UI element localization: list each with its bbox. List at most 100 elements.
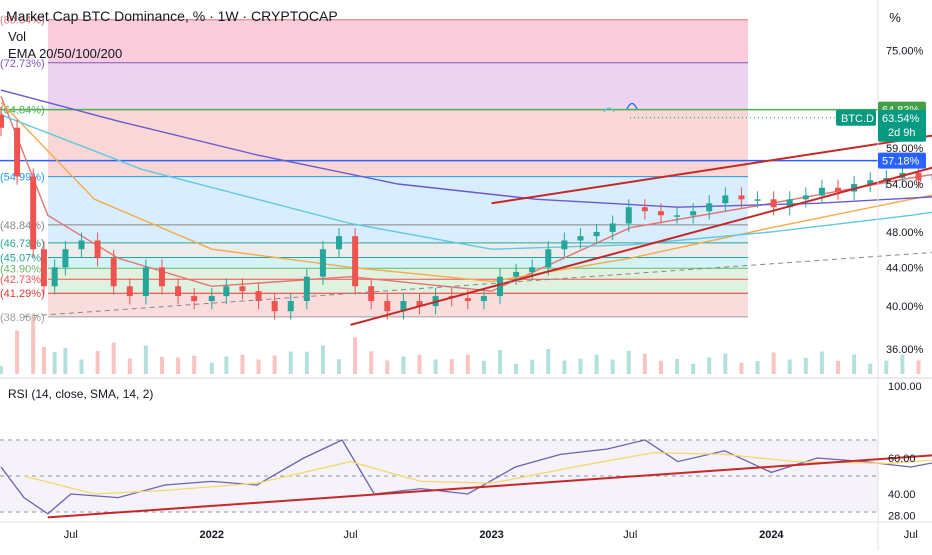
candle-body bbox=[497, 277, 503, 296]
candle-body bbox=[545, 249, 551, 267]
volume-label: Vol bbox=[8, 29, 26, 44]
candle-body bbox=[465, 298, 471, 301]
volume-bar bbox=[192, 356, 196, 374]
volume-bar bbox=[530, 360, 534, 374]
current-price-label: 63.54% bbox=[882, 113, 920, 125]
fib-level-label: (38.96%) bbox=[0, 312, 45, 324]
rsi-tick-label: 100.00 bbox=[888, 381, 922, 393]
candle-body bbox=[384, 301, 390, 311]
candle-body bbox=[561, 240, 567, 249]
volume-bar bbox=[917, 361, 921, 375]
time-tick-label: Jul bbox=[623, 529, 637, 541]
volume-bar bbox=[868, 364, 872, 374]
candle-body bbox=[41, 249, 47, 286]
candle-body bbox=[239, 286, 245, 291]
volume-bar bbox=[772, 353, 776, 375]
volume-bar bbox=[546, 349, 550, 374]
chart-title: Market Cap BTC Dominance, % · 1W · CRYPT… bbox=[6, 8, 338, 24]
volume-bar bbox=[627, 351, 631, 374]
volume-bar bbox=[418, 355, 422, 374]
candle-body bbox=[352, 236, 358, 286]
candle-body bbox=[722, 195, 728, 203]
volume-bar bbox=[96, 351, 100, 374]
fib-zone bbox=[48, 293, 748, 317]
candle-body bbox=[368, 286, 374, 301]
volume-bar bbox=[79, 360, 83, 375]
price-tick-label: 40.00% bbox=[886, 301, 924, 313]
price-tick-label: 75.00% bbox=[886, 45, 924, 57]
candle-body bbox=[175, 286, 181, 296]
volume-bar bbox=[289, 352, 293, 375]
candle-body bbox=[191, 296, 197, 301]
volume-bar bbox=[401, 357, 405, 375]
candle-body bbox=[658, 211, 664, 215]
volume-bar bbox=[659, 361, 663, 374]
fib-zone bbox=[48, 63, 748, 110]
candle-body bbox=[127, 286, 133, 296]
candle-body bbox=[642, 207, 648, 211]
volume-bar bbox=[176, 358, 180, 375]
volume-bar bbox=[210, 363, 214, 374]
volume-bar bbox=[578, 359, 582, 374]
volume-bar bbox=[144, 346, 148, 375]
volume-bar bbox=[63, 348, 67, 374]
price-tick-label: 48.00% bbox=[886, 227, 924, 239]
volume-bar bbox=[434, 360, 438, 375]
volume-bar bbox=[611, 360, 615, 375]
candle-body bbox=[30, 177, 36, 250]
fib-level-label: (48.84%) bbox=[0, 220, 45, 232]
candle-body bbox=[62, 249, 68, 267]
candle-body bbox=[143, 267, 149, 296]
volume-bar bbox=[804, 358, 808, 374]
candle-body bbox=[835, 188, 841, 192]
fib-zone bbox=[48, 225, 748, 243]
volume-bar bbox=[42, 347, 46, 374]
volume-bar bbox=[0, 366, 3, 374]
volume-bar bbox=[643, 354, 647, 374]
volume-bar bbox=[353, 337, 357, 374]
candle-body bbox=[272, 301, 278, 311]
volume-bar bbox=[691, 364, 695, 374]
volume-bar bbox=[385, 361, 389, 375]
volume-bar bbox=[884, 361, 888, 374]
candle-body bbox=[481, 296, 487, 301]
volume-bar bbox=[900, 355, 904, 374]
time-tick-label: 2023 bbox=[479, 529, 503, 541]
fib-zone bbox=[48, 20, 748, 63]
candle-body bbox=[755, 199, 761, 201]
volume-bar bbox=[369, 351, 373, 374]
price-tick-label: 44.00% bbox=[886, 262, 924, 274]
volume-bar bbox=[15, 331, 19, 375]
volume-bar bbox=[224, 357, 228, 375]
fib-zone bbox=[48, 258, 748, 269]
volume-bar bbox=[53, 352, 57, 374]
time-tick-label: Jul bbox=[64, 529, 78, 541]
fib-zone bbox=[48, 110, 748, 177]
fib-level-label: (41.29%) bbox=[0, 288, 45, 300]
volume-bar bbox=[160, 357, 164, 374]
volume-bar bbox=[595, 355, 599, 374]
unit-button[interactable]: % bbox=[878, 7, 912, 29]
candle-body bbox=[803, 195, 809, 199]
volume-bar bbox=[450, 359, 454, 374]
candle-body bbox=[95, 240, 101, 258]
volume-bar bbox=[820, 352, 824, 375]
ema-label: EMA 20/50/100/200 bbox=[8, 46, 122, 61]
candle-body bbox=[14, 128, 20, 177]
time-tick-label: Jul bbox=[343, 529, 357, 541]
candle-body bbox=[626, 207, 632, 223]
volume-bar bbox=[498, 350, 502, 374]
candle-body bbox=[610, 224, 616, 232]
candle-body bbox=[594, 232, 600, 236]
volume-bar bbox=[321, 346, 325, 375]
candle-body bbox=[223, 286, 229, 296]
volume-bar bbox=[739, 363, 743, 374]
candle-body bbox=[513, 272, 519, 277]
candle-body bbox=[0, 115, 4, 128]
ticker-label: BTC.D bbox=[841, 113, 874, 125]
candle-body bbox=[336, 236, 342, 249]
time-tick-label: 2024 bbox=[759, 529, 784, 541]
volume-bar bbox=[852, 355, 856, 375]
